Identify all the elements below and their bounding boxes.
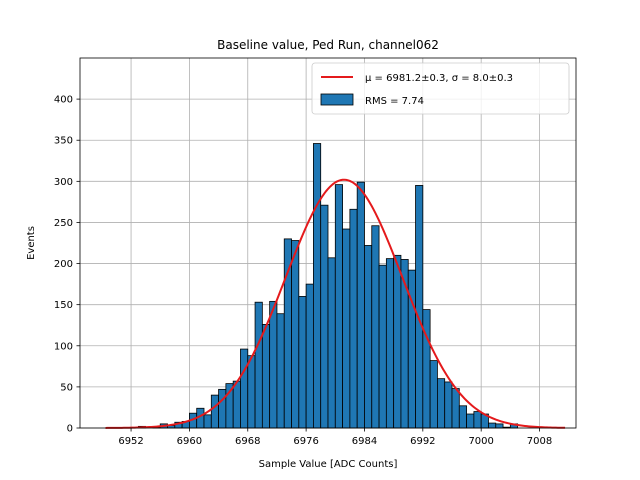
legend-fit-label-mu: μ = 6981.2±0.3, xyxy=(365,73,452,84)
x-tick-label: 6984 xyxy=(352,436,377,447)
y-axis-label: Events xyxy=(26,226,37,260)
histogram-bar xyxy=(385,258,395,429)
histogram-bar xyxy=(422,309,431,429)
y-tick-label: 200 xyxy=(54,259,73,270)
y-tick-label: 400 xyxy=(54,95,73,106)
histogram-bars xyxy=(137,143,519,429)
histogram-bar xyxy=(232,380,241,429)
histogram-bar xyxy=(451,388,460,429)
x-tick-label: 6976 xyxy=(293,436,318,447)
x-tick-label: 6968 xyxy=(235,436,260,447)
x-tick-label: 7008 xyxy=(527,436,552,447)
y-tick-label: 250 xyxy=(54,218,73,229)
x-tick-label: 6992 xyxy=(410,436,435,447)
histogram-bar xyxy=(218,388,227,429)
histogram-bar xyxy=(276,313,285,429)
y-tick-label: 0 xyxy=(67,424,73,435)
histogram-bar xyxy=(356,181,365,429)
x-tick-label: 6960 xyxy=(177,436,202,447)
histogram-bar xyxy=(495,423,504,429)
histogram-bar xyxy=(488,422,497,429)
histogram-bar xyxy=(247,355,256,429)
legend: μ = 6981.2±0.3, σ = 8.0±0.3 RMS = 7.74 xyxy=(311,62,570,115)
histogram-bar xyxy=(364,245,373,429)
legend-hist-label: RMS = 7.74 xyxy=(365,96,424,107)
histogram-bar xyxy=(371,225,380,429)
histogram-bar xyxy=(378,264,387,429)
histogram-bar xyxy=(291,240,300,429)
y-tick-label: 150 xyxy=(54,300,73,311)
histogram-bar xyxy=(254,301,263,429)
chart-title: Baseline value, Ped Run, channel062 xyxy=(217,38,439,52)
histogram-bar xyxy=(415,185,424,429)
histogram-bar xyxy=(466,413,475,429)
x-tick-label: 6952 xyxy=(118,436,143,447)
legend-fit-label-sigma: σ = 8.0±0.3 xyxy=(452,73,513,84)
histogram-bar xyxy=(269,300,278,429)
x-axis-ticks: 6952 6960 6968 6976 6984 6992 7000 7008 xyxy=(118,428,552,447)
histogram-bar xyxy=(203,414,212,429)
histogram-bar xyxy=(342,228,351,429)
gaussian-fit-curve xyxy=(105,178,566,429)
legend-hist-swatch xyxy=(320,93,354,106)
histogram-bar xyxy=(240,348,249,429)
histogram-bar xyxy=(298,296,307,429)
histogram-bar xyxy=(444,381,453,429)
y-tick-label: 100 xyxy=(54,341,73,352)
histogram-bar xyxy=(313,143,322,429)
histogram-bar xyxy=(320,204,329,429)
y-tick-label: 50 xyxy=(60,382,73,393)
y-tick-label: 350 xyxy=(54,136,73,147)
legend-fit-label: μ = 6981.2±0.3, σ = 8.0±0.3 xyxy=(365,73,513,84)
histogram-bar xyxy=(305,283,314,429)
plot-area xyxy=(79,57,577,429)
histogram-bar xyxy=(334,184,343,429)
y-tick-label: 300 xyxy=(54,177,73,188)
histogram-bar xyxy=(261,323,271,429)
histogram-bar xyxy=(210,394,219,429)
histogram-bar xyxy=(473,411,482,429)
histogram-bar xyxy=(349,208,358,429)
histogram-bar xyxy=(458,405,467,429)
histogram-bar xyxy=(437,378,446,429)
histogram-bar xyxy=(429,360,438,429)
legend-box xyxy=(311,62,570,115)
histogram-bar xyxy=(327,257,336,429)
histogram-bar xyxy=(393,254,402,429)
y-axis-ticks: 0 50 100 150 200 250 300 350 400 xyxy=(54,95,80,435)
x-tick-label: 7000 xyxy=(468,436,493,447)
x-axis-label: Sample Value [ADC Counts] xyxy=(259,459,398,470)
plot-frame xyxy=(79,57,577,429)
